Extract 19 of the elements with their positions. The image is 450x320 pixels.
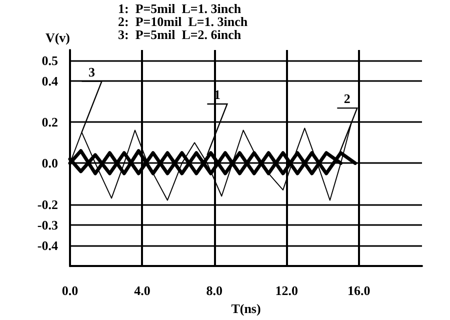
y-axis-title: V(v) (45, 30, 70, 45)
text: 2: P=10mil L=1. 3inch (118, 14, 248, 29)
x-tick-label: 0.0 (62, 283, 78, 298)
x-tick-label: 8.0 (206, 283, 223, 298)
y-tick-label: 0.5 (42, 52, 58, 68)
y-tick-label: -0.2 (37, 196, 58, 212)
annotation: 2 (344, 91, 350, 106)
text: 3: P=5mil L=2. 6inch (118, 27, 242, 42)
y-tick-label: -0.3 (37, 217, 58, 232)
x-tick-label: 12.0 (275, 283, 298, 298)
y-tick-label: 0.0 (42, 156, 58, 171)
y-tick-label: 0.4 (42, 73, 58, 88)
x-tick-label: 16.0 (347, 283, 370, 298)
annotation: 3 (88, 64, 96, 80)
x-tick-label: 4.0 (134, 283, 150, 298)
y-tick-label: 0.2 (42, 114, 58, 130)
text: 1: P=5mil L=1. 3inch (118, 1, 242, 16)
y-tick-label: -0.4 (37, 238, 58, 254)
x-axis-title: T(ns) (231, 301, 261, 316)
